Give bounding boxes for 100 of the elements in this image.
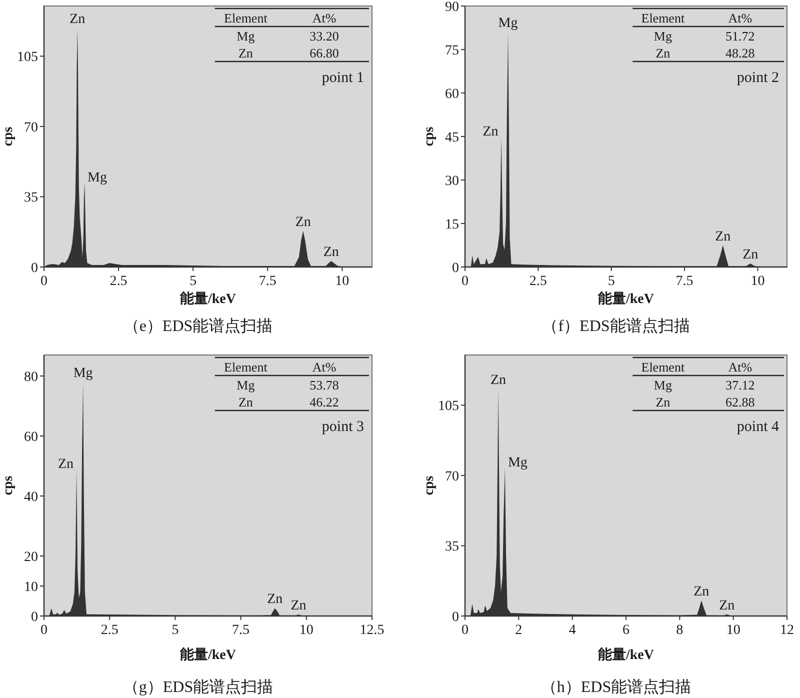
x-tick-label: 2: [515, 623, 522, 638]
y-tick-label: 105: [438, 399, 459, 414]
y-axis-title: cps: [1, 475, 16, 496]
annotation: Zn: [267, 592, 283, 608]
annotation: 33.20: [310, 28, 339, 44]
y-tick-label: 70: [445, 469, 459, 484]
annotation: 46.22: [310, 394, 339, 410]
y-axis-title: cps: [422, 475, 437, 496]
x-tick-label: 10: [726, 623, 740, 638]
annotation: Zn: [290, 598, 306, 614]
text: （h）EDS能谱点扫描: [540, 678, 692, 696]
annotation: At%: [312, 360, 336, 374]
x-axis-title: 能量/keV: [598, 647, 654, 663]
y-tick-label: 20: [24, 550, 38, 565]
annotation: At%: [728, 360, 752, 374]
annotation: Mg: [73, 366, 93, 381]
annotation: Zn: [70, 12, 86, 28]
y-tick-label: 0: [31, 261, 38, 276]
y-tick-label: 0: [452, 610, 459, 625]
y-tick-label: 70: [24, 120, 38, 136]
annotation: At%: [312, 10, 336, 26]
annotation: Zn: [238, 394, 254, 410]
annotation: Zn: [656, 46, 671, 60]
annotation: 51.72: [725, 28, 755, 44]
text: （g）EDS能谱点扫描: [122, 678, 274, 696]
y-tick-label: 60: [24, 430, 38, 445]
x-tick-label: 4: [568, 623, 576, 638]
y-tick-label: 35: [24, 190, 38, 206]
annotation: point 4: [736, 419, 780, 435]
y-tick-label: 10: [24, 580, 38, 595]
y-tick-label: 80: [24, 370, 38, 385]
annotation: At%: [728, 10, 752, 26]
annotation: point 2: [736, 70, 779, 86]
annotation: 66.80: [310, 46, 339, 60]
x-tick-label: 8: [676, 623, 684, 638]
annotation: Zn: [656, 394, 671, 410]
annotation: Element: [224, 10, 268, 26]
x-tick-label: 7.5: [258, 274, 276, 289]
text: （e）EDS能谱点扫描: [123, 317, 273, 335]
x-tick-label: 6: [622, 623, 630, 638]
annotation: 53.78: [310, 378, 339, 392]
annotation: Zn: [719, 598, 735, 614]
annotation: Zn: [58, 457, 74, 472]
x-tick-label: 5: [190, 274, 197, 289]
y-axis-title: cps: [422, 126, 437, 146]
x-tick-label: 7.5: [676, 274, 694, 289]
annotation: Zn: [715, 229, 731, 244]
x-tick-label: 0: [40, 274, 48, 289]
annotation: Mg: [498, 16, 518, 32]
y-tick-label: 35: [445, 540, 459, 555]
x-tick-label: 2.5: [529, 274, 547, 289]
x-tick-label: 0: [462, 623, 468, 638]
annotation: Zn: [742, 248, 758, 263]
y-axis-title: cps: [1, 126, 16, 146]
y-tick-label: 45: [445, 130, 459, 146]
x-tick-label: 0: [462, 274, 468, 289]
y-tick-label: 15: [445, 218, 459, 232]
annotation: point 1: [322, 70, 364, 86]
annotation: Element: [224, 360, 268, 374]
x-tick-label: 5: [172, 623, 179, 638]
annotation: Mg: [236, 28, 256, 44]
x-tick-label: 12.5: [360, 623, 384, 638]
x-axis-title: 能量/keV: [180, 291, 236, 307]
annotation: Zn: [295, 214, 311, 230]
annotation: Zn: [238, 46, 254, 60]
annotation: Element: [641, 10, 685, 26]
annotation: Mg: [508, 455, 528, 470]
x-axis-title: 能量/keV: [598, 291, 654, 307]
annotation: Zn: [323, 244, 339, 260]
annotation: Zn: [490, 373, 506, 388]
annotation: point 3: [322, 419, 364, 435]
annotation: Element: [641, 360, 685, 374]
x-tick-label: 10: [750, 274, 765, 289]
x-tick-label: 5: [608, 274, 615, 289]
x-tick-label: 7.5: [232, 623, 250, 638]
x-tick-label: 2.5: [110, 274, 128, 289]
y-tick-label: 105: [17, 50, 38, 66]
annotation: Mg: [88, 170, 108, 186]
annotation: Zn: [482, 124, 498, 140]
annotation: 62.88: [725, 394, 755, 410]
x-tick-label: 2.5: [100, 623, 118, 638]
x-tick-label: 10: [335, 274, 350, 289]
annotation: Mg: [236, 378, 256, 392]
annotation: Zn: [694, 584, 710, 600]
annotation: 48.28: [725, 46, 755, 60]
annotation: Mg: [654, 378, 672, 392]
annotation: 37.12: [725, 378, 755, 392]
y-tick-label: 60: [445, 87, 459, 102]
text: （f）EDS能谱点扫描: [542, 317, 690, 335]
x-axis-title: 能量/keV: [180, 647, 236, 663]
y-tick-label: 0: [31, 610, 38, 625]
y-tick-label: 75: [445, 44, 459, 58]
y-tick-label: 0: [452, 261, 459, 276]
annotation: Mg: [654, 28, 672, 44]
y-tick-label: 30: [445, 174, 459, 189]
x-tick-label: 10: [299, 623, 314, 638]
y-tick-label: 40: [24, 490, 38, 505]
y-tick-label: 90: [445, 0, 459, 15]
x-tick-label: 12: [780, 623, 794, 638]
x-tick-label: 0: [40, 623, 48, 638]
